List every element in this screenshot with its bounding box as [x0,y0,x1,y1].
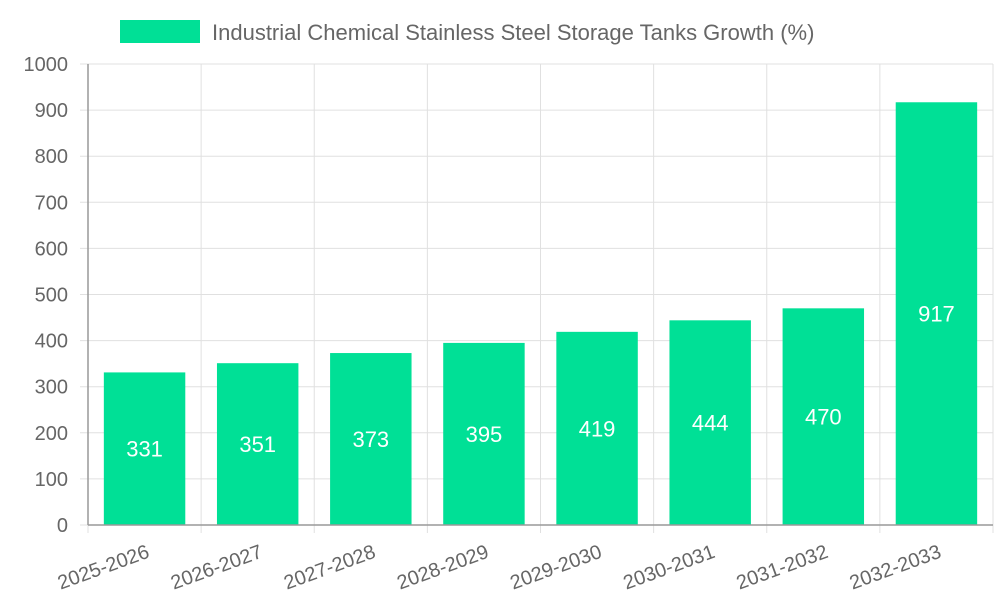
bar [669,320,751,525]
bar-value-label: 395 [466,422,503,447]
legend: Industrial Chemical Stainless Steel Stor… [120,20,814,45]
bar [556,331,638,525]
x-tick-label: 2025-2026 [55,541,152,594]
legend-swatch [120,20,200,43]
y-tick-label: 700 [35,192,68,214]
x-tick-label: 2031-2032 [734,541,831,594]
bar [443,342,525,525]
y-tick-label: 400 [35,331,68,353]
bar-value-label: 470 [805,405,842,430]
y-tick-label: 100 [35,469,68,491]
x-tick-label: 2027-2028 [281,541,378,594]
y-tick-label: 800 [35,146,68,168]
x-tick-label: 2029-2030 [507,541,604,594]
bar-value-label: 373 [352,427,389,452]
y-tick-label: 300 [35,377,68,399]
bar [895,102,978,525]
x-tick-label: 2026-2027 [168,541,265,594]
y-tick-label: 500 [35,285,68,307]
bar [103,372,186,525]
bar-value-label: 419 [579,416,616,441]
bars: 331 351 373 395 419 444 470 917 [103,102,978,525]
bar-value-label: 351 [239,432,276,457]
y-tick-label: 200 [35,423,68,445]
y-tick-label: 900 [35,100,68,122]
x-tick-label: 2028-2029 [394,541,491,594]
bar-value-label: 331 [126,437,163,462]
legend-label: Industrial Chemical Stainless Steel Stor… [212,20,814,45]
y-tick-label: 0 [57,515,68,537]
y-tick-label: 600 [35,238,68,260]
x-tick-label: 2030-2031 [620,541,717,594]
bar [782,308,865,525]
x-tick-label: 2032-2033 [847,541,944,594]
bar [216,363,299,525]
y-tick-label: 1000 [24,54,69,76]
bar [330,353,412,525]
bar-value-label: 444 [692,411,729,436]
bar-value-label: 917 [918,302,955,327]
